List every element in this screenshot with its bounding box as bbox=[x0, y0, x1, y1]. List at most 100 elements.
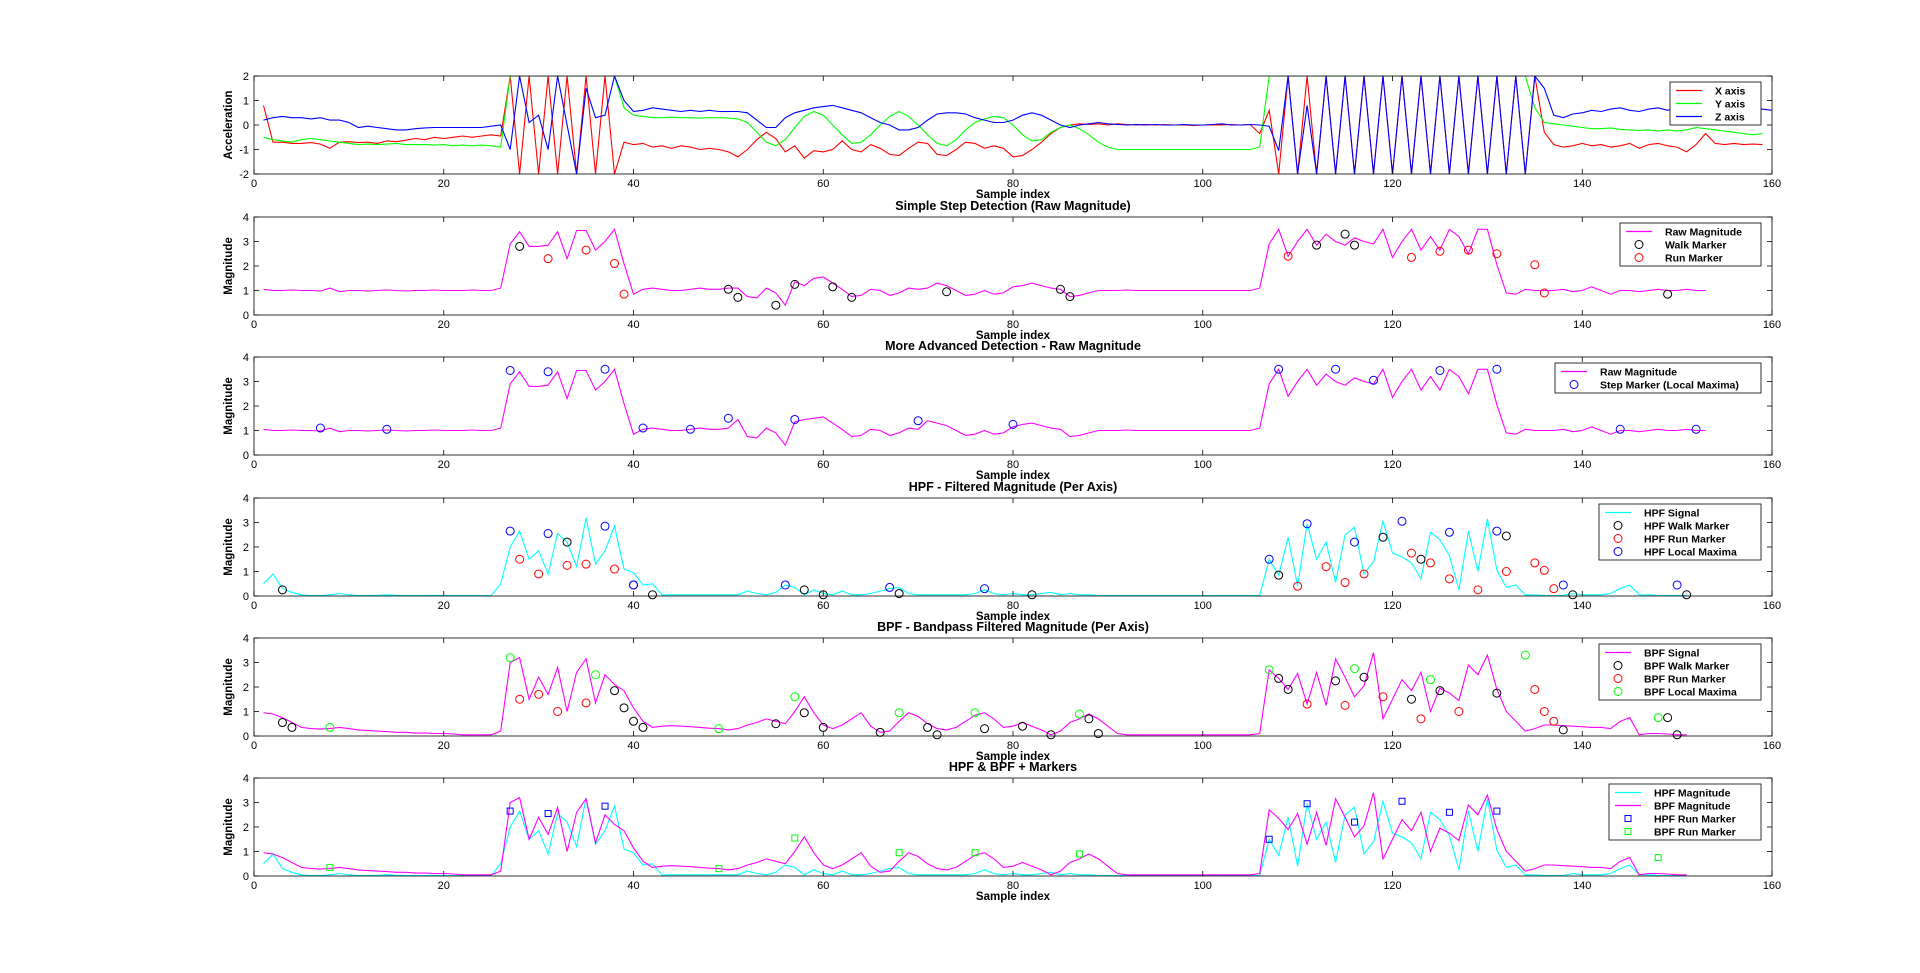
marker-circle bbox=[1331, 676, 1341, 686]
marker-circle bbox=[619, 289, 629, 299]
legend-box bbox=[1669, 81, 1762, 126]
y-tick-label: 1 bbox=[243, 96, 249, 108]
legend-label: Raw Magnitude bbox=[1600, 367, 1677, 379]
chart-panel-6: 0 20 40 60 80 100 120 140 160 0 1 2 3 4 Sample index Ma… bbox=[223, 760, 1781, 903]
marker-circle bbox=[1359, 672, 1369, 682]
legend-label: HPF Walk Marker bbox=[1644, 521, 1729, 533]
marker-circle bbox=[1084, 714, 1094, 724]
marker-circle bbox=[1473, 585, 1483, 595]
marker-circle bbox=[1492, 249, 1502, 259]
marker-square bbox=[715, 865, 723, 873]
marker-circle bbox=[1074, 709, 1084, 719]
marker-circle bbox=[1274, 570, 1284, 580]
marker-circle bbox=[1530, 558, 1540, 568]
y-tick-label: 2 bbox=[243, 682, 249, 694]
marker-circle bbox=[325, 722, 335, 732]
legend-swatch-circle bbox=[1613, 661, 1623, 670]
legend-label: BPF Run Marker bbox=[1644, 674, 1726, 686]
marker-square bbox=[895, 849, 903, 857]
x-tick-label: 80 bbox=[1007, 459, 1019, 471]
marker-circle bbox=[723, 413, 733, 423]
axes-box bbox=[253, 356, 1773, 456]
y-tick-label: 2 bbox=[243, 401, 249, 413]
marker-circle bbox=[1350, 537, 1360, 547]
x-axis-label: Sample index bbox=[976, 611, 1051, 623]
x-tick-label: 100 bbox=[1194, 459, 1212, 471]
y-tick-label: -1 bbox=[239, 145, 249, 157]
legend-swatch-circle bbox=[1634, 253, 1644, 262]
marker-circle bbox=[1463, 245, 1473, 255]
y-tick-label: 2 bbox=[243, 71, 249, 83]
marker-circle bbox=[1444, 527, 1454, 537]
marker-circle bbox=[1283, 251, 1293, 261]
marker-circle bbox=[1425, 675, 1435, 685]
x-tick-label: 100 bbox=[1194, 740, 1212, 752]
marker-circle bbox=[1264, 554, 1274, 564]
legend-label: Raw Magnitude bbox=[1665, 227, 1742, 239]
y-axis-label: Magnitude bbox=[223, 658, 235, 716]
x-tick-label: 40 bbox=[627, 740, 639, 752]
marker-circle bbox=[1340, 578, 1350, 588]
legend-box bbox=[1598, 503, 1762, 561]
marker-circle bbox=[629, 716, 638, 726]
marker-circle bbox=[277, 585, 287, 595]
marker-circle bbox=[382, 424, 392, 434]
series-line-bpf-signal bbox=[263, 652, 1687, 736]
marker-circle bbox=[1274, 673, 1284, 683]
y-tick-label: 1 bbox=[243, 426, 249, 438]
marker-circle bbox=[1406, 548, 1416, 558]
marker-circle bbox=[980, 584, 990, 594]
x-tick-label: 140 bbox=[1573, 319, 1591, 331]
y-axis-label: Magnitude bbox=[223, 518, 235, 576]
chart-title: More Advanced Detection - Raw Magnitude bbox=[885, 339, 1141, 353]
x-tick-label: 80 bbox=[1007, 319, 1019, 331]
marker-circle bbox=[1672, 730, 1682, 740]
marker-circle bbox=[515, 554, 525, 564]
x-tick-label: 100 bbox=[1194, 600, 1212, 612]
legend-label: HPF Magnitude bbox=[1654, 788, 1731, 800]
marker-circle bbox=[562, 560, 572, 570]
x-tick-label: 100 bbox=[1194, 319, 1212, 331]
y-tick-label: 0 bbox=[243, 120, 249, 132]
marker-circle bbox=[1663, 713, 1673, 723]
marker-circle bbox=[638, 722, 648, 732]
marker-circle bbox=[1093, 729, 1103, 739]
y-axis-label: Magnitude bbox=[223, 237, 235, 295]
chart-panel-2: 0 20 40 60 80 100 120 140 160 0 1 2 3 4 Sample index Ma… bbox=[223, 199, 1781, 342]
x-tick-label: 100 bbox=[1194, 880, 1212, 892]
y-tick-label: 3 bbox=[243, 518, 249, 530]
chart-panel-5: 0 20 40 60 80 100 120 140 160 0 1 2 3 4 Sample index Ma… bbox=[223, 620, 1781, 763]
marker-circle bbox=[1378, 692, 1388, 702]
x-tick-label: 20 bbox=[438, 178, 450, 190]
legend-box bbox=[1598, 643, 1762, 701]
x-tick-label: 160 bbox=[1763, 459, 1781, 471]
marker-circle bbox=[1406, 694, 1416, 704]
chart-panel-3: 0 20 40 60 80 100 120 140 160 0 1 2 3 4 Sample index Ma… bbox=[223, 339, 1781, 482]
marker-circle bbox=[1691, 424, 1701, 434]
marker-circle bbox=[1369, 375, 1379, 385]
marker-circle bbox=[1416, 554, 1426, 564]
x-axis-label: Sample index bbox=[976, 751, 1051, 763]
marker-square bbox=[1493, 807, 1501, 815]
marker-circle bbox=[1568, 590, 1578, 600]
y-tick-label: 4 bbox=[243, 633, 249, 645]
series-line-raw-magnitude bbox=[263, 368, 1706, 447]
x-tick-label: 160 bbox=[1763, 880, 1781, 892]
x-tick-label: 20 bbox=[438, 880, 450, 892]
marker-circle bbox=[1293, 581, 1303, 591]
marker-circle bbox=[1549, 716, 1559, 726]
x-tick-label: 40 bbox=[627, 178, 639, 190]
x-tick-label: 120 bbox=[1383, 459, 1401, 471]
x-tick-label: 80 bbox=[1007, 600, 1019, 612]
legend-label: HPF Signal bbox=[1644, 508, 1700, 520]
y-tick-label: 4 bbox=[243, 352, 249, 364]
marker-circle bbox=[1378, 532, 1388, 542]
axes-box bbox=[253, 637, 1773, 737]
marker-circle bbox=[1065, 292, 1075, 302]
y-tick-label: 0 bbox=[243, 450, 249, 462]
x-tick-label: 140 bbox=[1573, 880, 1591, 892]
x-tick-label: 140 bbox=[1573, 740, 1591, 752]
x-tick-label: 0 bbox=[251, 459, 257, 471]
legend-label: BPF Walk Marker bbox=[1644, 661, 1729, 673]
series-line-hpf-signal bbox=[263, 517, 1687, 596]
